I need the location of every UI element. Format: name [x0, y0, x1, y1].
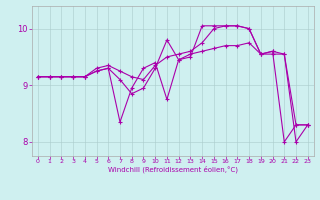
X-axis label: Windchill (Refroidissement éolien,°C): Windchill (Refroidissement éolien,°C): [108, 166, 238, 173]
